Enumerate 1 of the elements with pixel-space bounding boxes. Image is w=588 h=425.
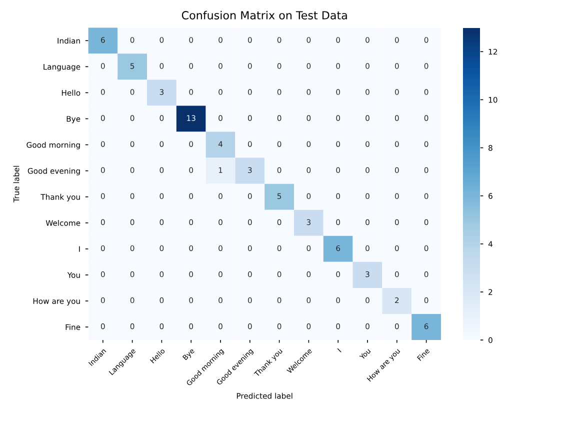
chart-title: Confusion Matrix on Test Data xyxy=(182,10,347,20)
